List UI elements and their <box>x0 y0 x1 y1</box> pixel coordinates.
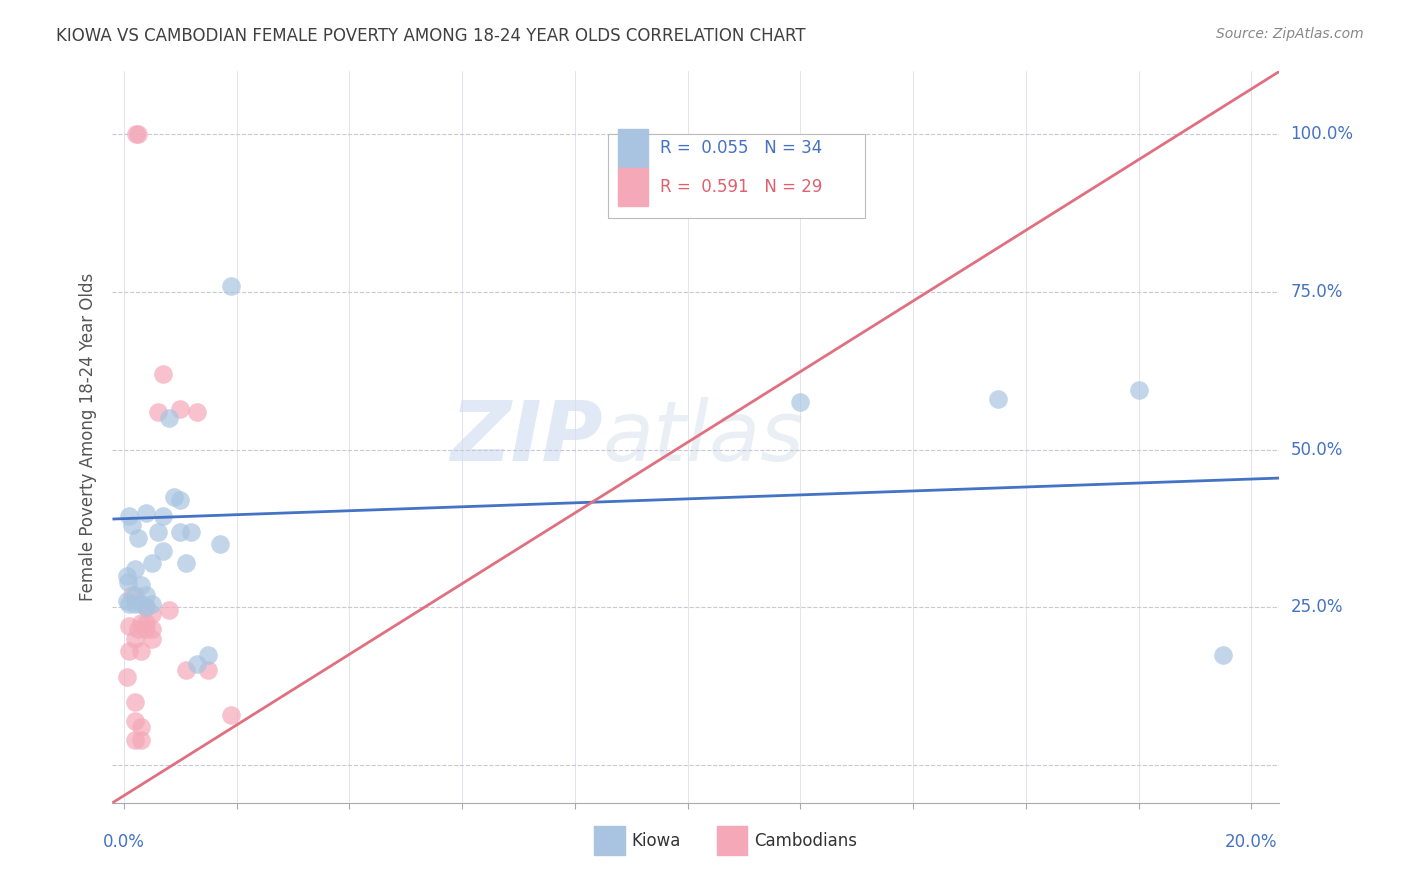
Point <box>129 720 152 734</box>
Point <box>789 395 811 409</box>
Point <box>124 714 146 728</box>
Point <box>152 367 174 381</box>
Point <box>121 588 143 602</box>
Point <box>124 732 146 747</box>
Point <box>157 411 180 425</box>
Text: 75.0%: 75.0% <box>1291 283 1343 301</box>
Point <box>197 664 219 678</box>
Point <box>135 600 157 615</box>
Point <box>121 518 143 533</box>
Point <box>135 588 157 602</box>
Point <box>1128 383 1150 397</box>
Text: 100.0%: 100.0% <box>1291 126 1354 144</box>
FancyBboxPatch shape <box>595 826 624 855</box>
FancyBboxPatch shape <box>617 129 648 167</box>
Text: 20.0%: 20.0% <box>1225 833 1278 851</box>
Point <box>135 506 157 520</box>
Point <box>174 556 197 570</box>
Point <box>115 569 138 583</box>
Point <box>146 405 169 419</box>
Point <box>186 657 208 671</box>
Point <box>186 405 208 419</box>
Point <box>127 128 149 142</box>
Point <box>1212 648 1234 662</box>
Point <box>129 597 152 611</box>
Point <box>157 603 180 617</box>
Point <box>152 543 174 558</box>
Point <box>208 537 231 551</box>
FancyBboxPatch shape <box>617 169 648 206</box>
Point <box>127 531 149 545</box>
Point <box>141 623 163 637</box>
Point <box>141 597 163 611</box>
Text: R =  0.055   N = 34: R = 0.055 N = 34 <box>659 139 823 157</box>
Point <box>146 524 169 539</box>
Point <box>987 392 1010 407</box>
Text: Kiowa: Kiowa <box>631 832 681 850</box>
Text: R =  0.591   N = 29: R = 0.591 N = 29 <box>659 178 823 196</box>
Point <box>174 664 197 678</box>
FancyBboxPatch shape <box>717 826 748 855</box>
Point <box>124 597 146 611</box>
Point <box>219 707 242 722</box>
Point <box>135 623 157 637</box>
Point <box>118 619 141 633</box>
Point <box>118 597 141 611</box>
Point <box>124 562 146 576</box>
Point <box>129 644 152 658</box>
Point <box>135 616 157 631</box>
Text: Source: ZipAtlas.com: Source: ZipAtlas.com <box>1216 27 1364 41</box>
Text: 25.0%: 25.0% <box>1291 599 1343 616</box>
Point <box>127 623 149 637</box>
Point <box>219 278 242 293</box>
Point <box>135 600 157 615</box>
Y-axis label: Female Poverty Among 18-24 Year Olds: Female Poverty Among 18-24 Year Olds <box>79 273 97 601</box>
Point <box>124 588 146 602</box>
Text: KIOWA VS CAMBODIAN FEMALE POVERTY AMONG 18-24 YEAR OLDS CORRELATION CHART: KIOWA VS CAMBODIAN FEMALE POVERTY AMONG … <box>56 27 806 45</box>
Point <box>117 575 139 590</box>
Point <box>169 524 191 539</box>
Point <box>141 632 163 646</box>
Text: Cambodians: Cambodians <box>755 832 858 850</box>
Point <box>118 508 141 523</box>
Point <box>169 401 191 416</box>
Text: 0.0%: 0.0% <box>103 833 145 851</box>
Point <box>125 128 148 142</box>
Point <box>129 732 152 747</box>
Point <box>169 493 191 508</box>
Point <box>124 632 146 646</box>
Point <box>129 578 152 592</box>
Point <box>124 695 146 709</box>
Text: 50.0%: 50.0% <box>1291 441 1343 458</box>
Point <box>197 648 219 662</box>
Point <box>115 670 138 684</box>
Text: atlas: atlas <box>603 397 804 477</box>
Point <box>141 607 163 621</box>
Point <box>180 524 202 539</box>
Point <box>152 508 174 523</box>
Point <box>141 556 163 570</box>
Text: ZIP: ZIP <box>450 397 603 477</box>
Point <box>115 594 138 608</box>
Point <box>163 490 186 504</box>
Point <box>129 616 152 631</box>
Point <box>118 644 141 658</box>
FancyBboxPatch shape <box>609 134 865 218</box>
